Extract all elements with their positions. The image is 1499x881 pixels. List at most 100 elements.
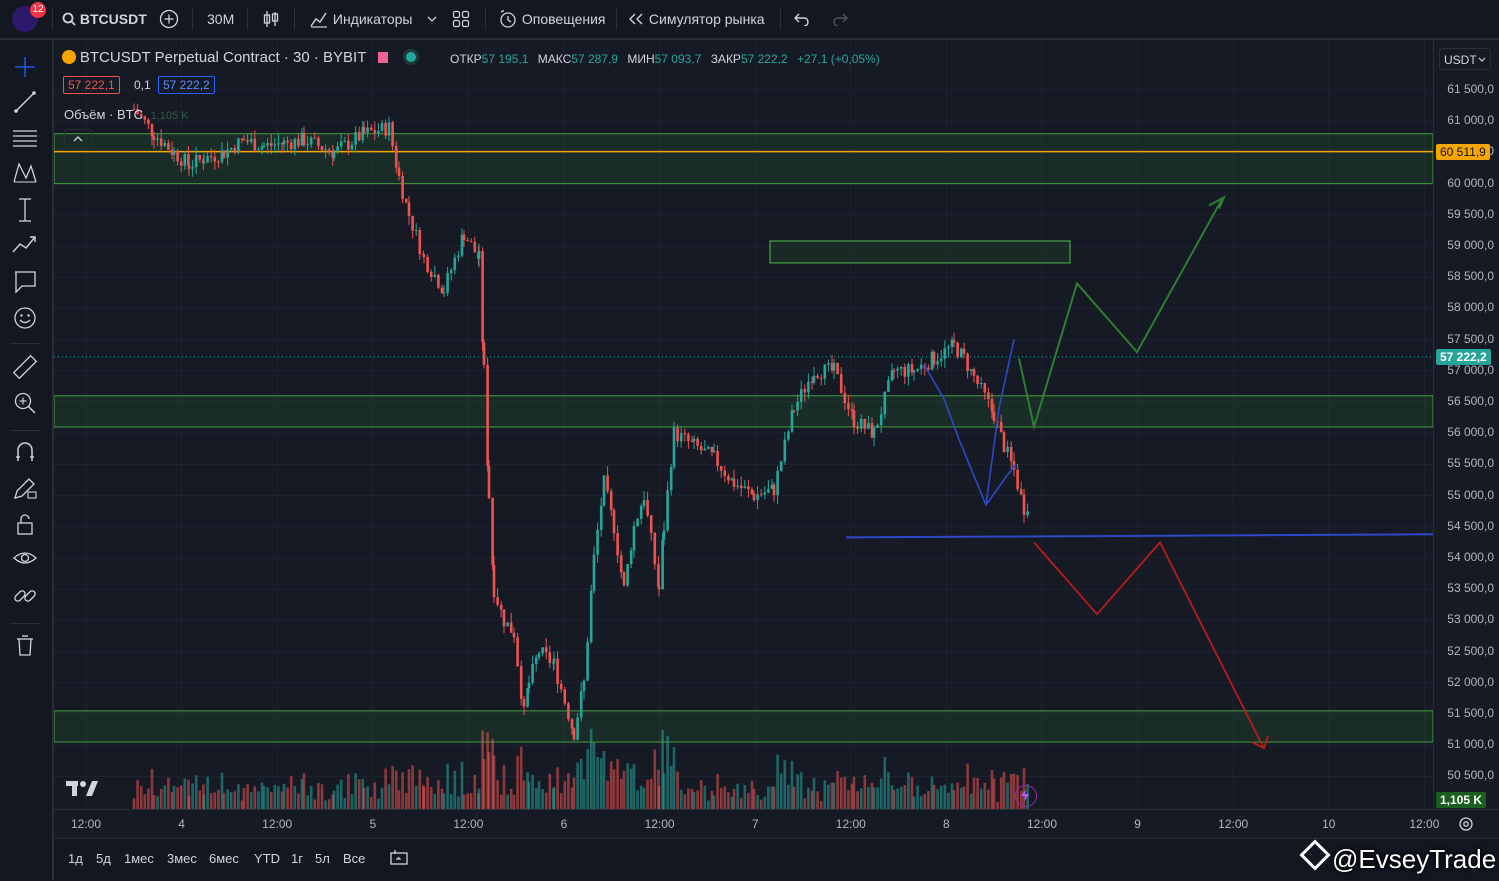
crosshair-tool[interactable]: [10, 52, 40, 82]
magnet-tool[interactable]: [10, 437, 40, 467]
legend-title[interactable]: BTCUSDT Perpetual Contract · 30 · BYBIT: [79, 49, 367, 66]
currency-select[interactable]: USDT: [1439, 48, 1491, 70]
layout-button[interactable]: [452, 0, 470, 38]
candle-body: [899, 367, 903, 369]
candle-body: [397, 167, 401, 176]
symbol-search-button[interactable]: BTCUSDT: [62, 0, 147, 38]
volume-bar: [952, 790, 956, 809]
lock-drawings-tool[interactable]: [10, 509, 40, 539]
trendline-tool[interactable]: [10, 87, 40, 117]
plus-circle-icon: [159, 9, 179, 29]
volume-bar: [730, 796, 734, 809]
candle-body: [147, 119, 150, 124]
drawing-toolbar: [0, 40, 54, 880]
undo-button[interactable]: [794, 0, 810, 38]
price-scale[interactable]: USDT 61 500,061 000,060 500,060 000,059 …: [1433, 40, 1499, 809]
candle-body: [812, 375, 816, 383]
volume-bar: [763, 796, 767, 809]
volume-bar: [599, 758, 603, 809]
range-button[interactable]: 5д: [96, 851, 111, 866]
sell-button[interactable]: 57 222,1: [63, 76, 120, 94]
volume-bar: [619, 778, 623, 809]
volume-bar: [662, 773, 666, 809]
indicators-dropdown[interactable]: [426, 0, 438, 38]
price-tick-label: 54 500,0: [1447, 518, 1494, 533]
candle-body: [936, 361, 939, 365]
candle-body: [927, 367, 930, 370]
volume-bar: [384, 768, 387, 809]
volume-bar: [556, 767, 559, 809]
brush-tool[interactable]: [10, 266, 40, 296]
range-button[interactable]: 3мес: [167, 851, 197, 866]
price-chart[interactable]: [54, 40, 1433, 809]
currency-label: USDT: [1444, 53, 1477, 67]
chart-pane[interactable]: BTCUSDT Perpetual Contract · 30 · BYBIT …: [54, 40, 1433, 809]
emoji-tool[interactable]: [10, 303, 40, 333]
candle-body: [167, 143, 170, 150]
candle-body: [579, 691, 583, 718]
volume-bar: [526, 772, 529, 809]
volume-bar: [622, 770, 626, 809]
volume-bar: [899, 786, 903, 809]
candle-body: [466, 239, 469, 242]
stay-in-drawing-tool[interactable]: [10, 473, 40, 503]
range-button[interactable]: 6мес: [209, 851, 239, 866]
alerts-button[interactable]: Оповещения: [498, 0, 606, 38]
redo-button[interactable]: [832, 0, 848, 38]
range-button[interactable]: Все: [343, 851, 366, 866]
range-button[interactable]: YTD: [254, 851, 280, 866]
volume-bar: [222, 792, 226, 809]
range-button[interactable]: 1мес: [124, 851, 154, 866]
lightning-icon[interactable]: [1015, 785, 1037, 807]
volume-legend[interactable]: Объём · BTC 1,105 K: [64, 107, 189, 122]
candle-body: [783, 439, 787, 462]
volume-bar: [426, 777, 429, 809]
indicators-button[interactable]: Индикаторы: [309, 0, 412, 38]
candle-body: [237, 138, 240, 153]
candle-body: [966, 353, 969, 372]
candle-body: [202, 159, 205, 164]
remove-drawings-tool[interactable]: [10, 630, 40, 660]
price-tick-label: 55 500,0: [1447, 456, 1494, 471]
measure-tool[interactable]: [10, 195, 40, 225]
pattern-tool[interactable]: [10, 158, 40, 188]
volume-bar: [589, 728, 593, 809]
range-button[interactable]: 1д: [68, 851, 83, 866]
zoom-tool[interactable]: [10, 388, 40, 418]
candle-body: [916, 368, 919, 371]
chart-type-button[interactable]: [262, 0, 280, 38]
volume-bar: [639, 785, 643, 809]
replay-button[interactable]: [389, 849, 409, 872]
time-tick-label: 10: [1322, 817, 1336, 831]
sync-drawings-tool[interactable]: [10, 581, 40, 611]
candle-body: [649, 515, 653, 533]
fib-icon: [13, 130, 37, 147]
collapse-legend-button[interactable]: [64, 129, 92, 149]
candle-body: [257, 149, 260, 151]
interval-button[interactable]: 30M: [207, 11, 235, 27]
candle-body: [194, 154, 198, 168]
tradingview-logo-icon[interactable]: [66, 779, 98, 802]
volume-bar: [309, 786, 313, 809]
range-button[interactable]: 5л: [315, 851, 330, 866]
flag-icon[interactable]: [378, 52, 389, 63]
candle-body: [747, 486, 750, 490]
chart-settings-button[interactable]: [1457, 815, 1475, 838]
time-tick-label: 6: [560, 817, 568, 831]
candle-body: [872, 428, 876, 438]
volume-bar: [411, 765, 414, 809]
buy-button[interactable]: 57 222,2: [158, 76, 215, 94]
volume-bar: [537, 780, 541, 809]
forecast-tool[interactable]: [10, 230, 40, 260]
hide-drawings-tool[interactable]: [10, 543, 40, 573]
volume-bar: [506, 794, 509, 809]
time-axis[interactable]: 12:00 4 12:00 5 12:00 6 12:00 7 12:00 8 12:00 9 12:0…: [54, 809, 1499, 838]
ruler-tool[interactable]: [10, 352, 40, 382]
binance-square-icon: [1299, 839, 1331, 871]
fib-tool[interactable]: [10, 123, 40, 153]
compare-button[interactable]: [159, 0, 179, 38]
market-simulator-button[interactable]: Симулятор рынка: [627, 0, 765, 38]
volume-bar: [872, 787, 876, 809]
range-button[interactable]: 1г: [291, 851, 303, 866]
candle-body: [716, 450, 719, 467]
